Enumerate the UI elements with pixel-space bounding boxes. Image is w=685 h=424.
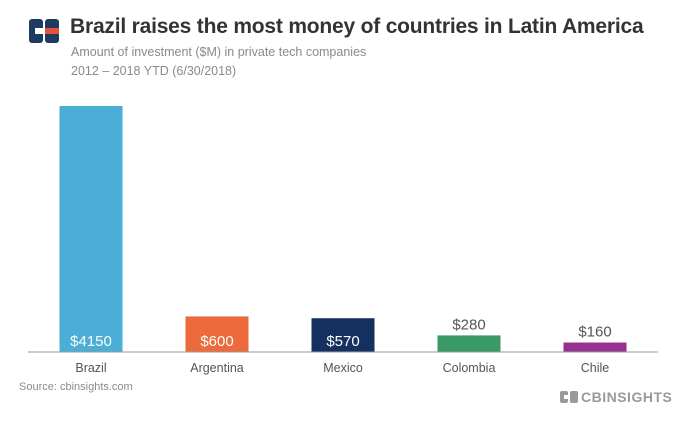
source-note: Source: cbinsights.com <box>19 381 133 393</box>
category-label-mexico: Mexico <box>323 361 363 375</box>
chart-title: Brazil raises the most money of countrie… <box>70 15 644 38</box>
category-label-chile: Chile <box>581 361 610 375</box>
value-label-mexico: $570 <box>326 333 359 350</box>
brand-logo-icon <box>560 391 578 403</box>
bar-mexico <box>311 318 375 352</box>
category-label-argentina: Argentina <box>190 361 244 375</box>
logo-gap <box>35 28 43 34</box>
bar-brazil <box>59 106 123 352</box>
bar-argentina <box>185 316 249 352</box>
chart-subtitle: Amount of investment ($M) in private tec… <box>71 45 367 59</box>
bar-colombia <box>437 335 501 352</box>
brand-text: CBINSIGHTS <box>581 389 673 405</box>
category-label-colombia: Colombia <box>443 361 496 375</box>
cb-insights-logo-icon <box>29 19 59 43</box>
cb-insights-brand: CBINSIGHTS <box>560 389 672 405</box>
value-label-chile: $160 <box>578 324 611 341</box>
bar-chile <box>563 342 627 352</box>
chart-date-range: 2012 – 2018 YTD (6/30/2018) <box>71 64 237 78</box>
category-label-brazil: Brazil <box>75 361 106 375</box>
value-label-brazil: $4150 <box>70 333 112 350</box>
logo-accent <box>45 28 59 34</box>
value-label-argentina: $600 <box>200 333 233 350</box>
value-label-colombia: $280 <box>452 316 485 333</box>
